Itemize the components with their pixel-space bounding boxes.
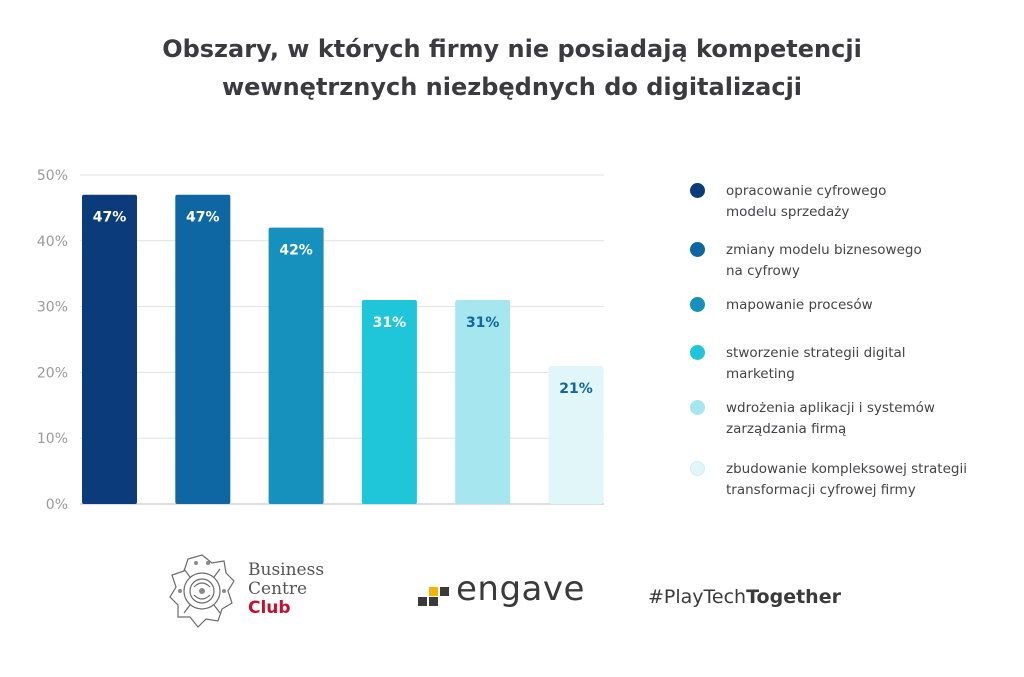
legend-swatch-6 [690,461,705,476]
y-tick-label: 40% [37,234,68,250]
y-tick-label: 50% [37,168,68,184]
engave-wordmark: engave [456,569,585,609]
hashtag-bold: Together [746,586,841,608]
bcc-seal-logo-icon [169,554,235,628]
legend-swatch-1 [690,183,705,198]
chart-title: Obszary, w których firmy nie posiadają k… [0,30,1024,106]
chart-title-line-2: wewnętrznych niezbędnych do digitalizacj… [221,73,803,101]
bar-value-label-1: 47% [93,210,127,226]
engave-squares-logo-icon [418,587,449,606]
footer-logos: Business Centre Club engave #PlayTechTog… [0,545,1024,645]
legend-swatch-4 [690,345,705,360]
legend-swatch-2 [690,242,705,257]
bcc-word-centre: Centre [248,579,308,599]
y-tick-label: 30% [37,300,68,316]
bar-value-label-2: 47% [186,210,220,226]
legend-label-1: opracowanie cyfrowego modelu sprzedaży [726,183,887,220]
hashtag-prefix: #PlayTech [648,586,747,608]
bar-6 [548,365,604,504]
bar-5 [455,300,511,504]
bar-value-label-3: 42% [279,243,313,259]
legend-swatch-5 [690,400,705,415]
legend-label-4: stworzenie strategii digital marketing [726,345,906,382]
legend-swatch-3 [690,297,705,312]
bar-1 [82,194,137,505]
legend-label-5: wdrożenia aplikacji i systemów zarządzan… [726,400,935,437]
legend-label-2: zmiany modelu biznesowego na cyfrowy [726,242,922,279]
hashtag-playtechtogether: #PlayTechTogether [648,585,841,609]
legend-label-6: zbudowanie kompleksowej strategii transf… [726,461,967,498]
y-tick-label: 0% [46,497,68,513]
bar-4 [361,300,417,504]
chart-title-line-1: Obszary, w których firmy nie posiadają k… [162,35,862,63]
bar-3 [268,227,324,504]
y-tick-label: 20% [37,365,68,381]
bcc-word-club: Club [248,598,291,618]
bar-2 [175,194,231,505]
y-tick-label: 10% [37,431,68,447]
legend-label-3: mapowanie procesów [726,297,873,313]
bcc-wordmark: Business Centre Club [248,561,324,618]
bar-value-label-4: 31% [373,315,407,331]
bcc-word-business: Business [248,560,325,580]
bar-value-label-6: 21% [559,381,593,397]
bar-value-label-5: 31% [466,315,500,331]
